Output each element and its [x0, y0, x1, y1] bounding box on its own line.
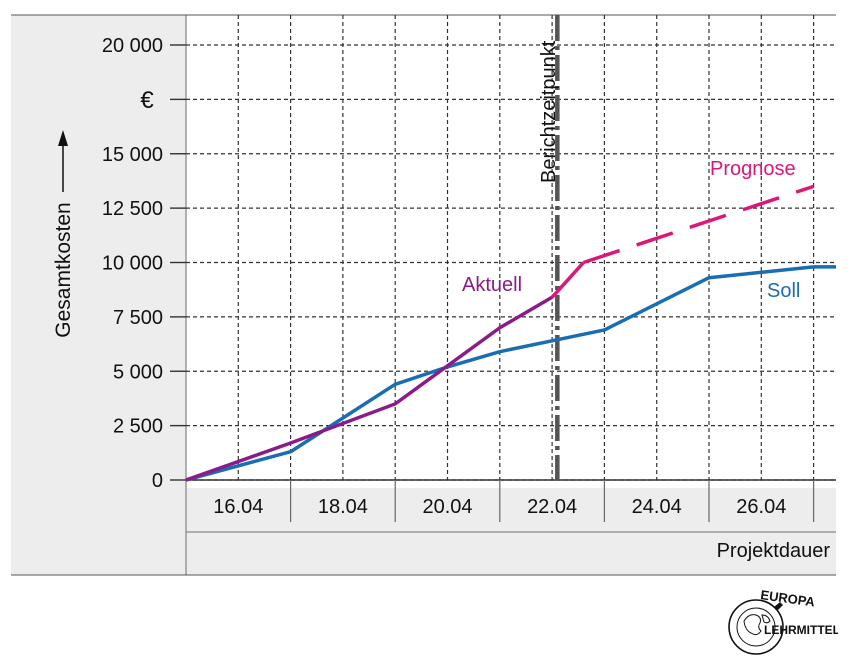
europa-lehrmittel-logo: EUROPA LEHRMITTEL: [728, 587, 838, 655]
plot-area: [186, 15, 836, 488]
y-unit-label: €: [140, 87, 154, 114]
y-tick-label: 10 000: [102, 253, 163, 275]
x-tick-label: 20.04: [422, 496, 472, 518]
series-label-aktuell: Aktuell: [462, 274, 522, 296]
x-tick-label: 22.04: [527, 496, 577, 518]
y-tick-label: 12 500: [102, 198, 163, 220]
y-tick-label: 5 000: [113, 361, 163, 383]
y-tick-label: 2 500: [113, 416, 163, 438]
x-tick-label: 18.04: [318, 496, 368, 518]
x-tick-label: 16.04: [213, 496, 263, 518]
x-tick-label: 24.04: [632, 496, 682, 518]
x-tick-label: 26.04: [736, 496, 786, 518]
series-line-soll: [185, 265, 836, 482]
series-label-soll: Soll: [767, 280, 800, 302]
x-axis-title: Projektdauer: [717, 540, 831, 562]
y-tick-label: 20 000: [102, 35, 163, 57]
series-line-prognose: [582, 184, 815, 265]
y-axis-arrow: [58, 130, 68, 192]
y-tick-label: 15 000: [102, 144, 163, 166]
y-tick-label: 7 500: [113, 307, 163, 329]
series-line-aktuell-connector: [550, 261, 585, 299]
y-axis-title: Gesamtkosten: [52, 202, 75, 337]
logo-text-lehrmittel: LEHRMITTEL: [764, 623, 838, 637]
report-date-label: Berichtzeitpunkt: [538, 40, 560, 183]
series-label-prognose: Prognose: [710, 158, 796, 180]
y-tick-label: 0: [152, 470, 163, 492]
